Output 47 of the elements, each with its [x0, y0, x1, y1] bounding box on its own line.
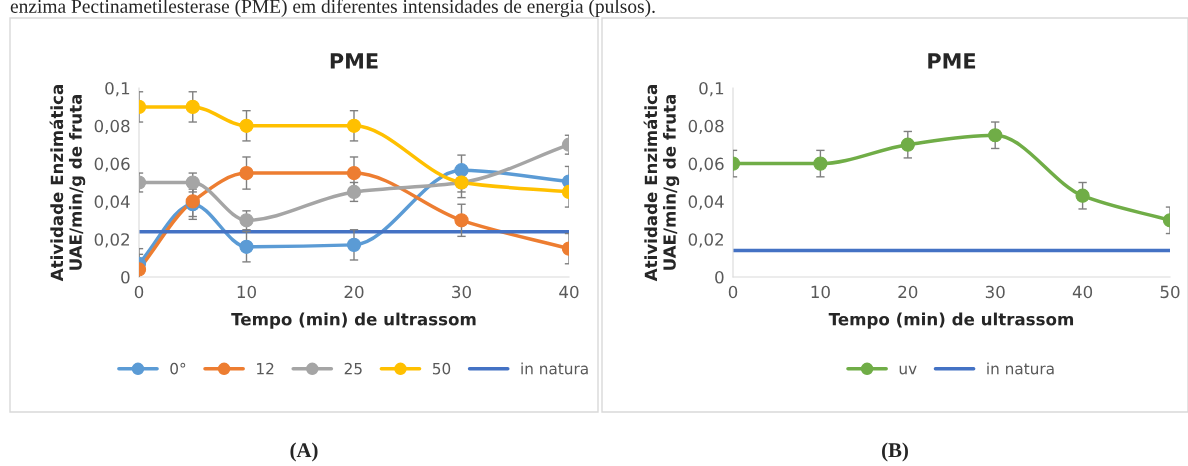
point: [239, 165, 254, 181]
point: [239, 118, 254, 133]
y-tick-label: 0,02: [94, 233, 129, 248]
text: enzima Pectinametilesterase (PME) em diferentes intensidades de energia (pulsos).: [10, 0, 655, 17]
x-tick-label: 0: [134, 285, 144, 299]
x-axis-title: Tempo (min) de ultrassom: [828, 312, 1074, 329]
point: [239, 239, 254, 254]
x-tick-label: 30: [985, 285, 1005, 299]
legend-label: 0°: [170, 362, 186, 375]
x-tick-label: 10: [237, 285, 256, 299]
x-tick-label: 0: [728, 285, 738, 299]
text: (A): [290, 442, 318, 462]
y-tick-label: 0,1: [699, 81, 724, 97]
y-tick-label: 0,02: [688, 233, 723, 248]
x-tick-label: 40: [1072, 285, 1093, 299]
x-tick-label: 10: [811, 285, 830, 299]
y-tick-label: 0,06: [94, 157, 130, 172]
legend-label: 50: [432, 362, 451, 375]
y-tick-label: 0,08: [688, 119, 724, 135]
legend-label: in natura: [521, 362, 588, 375]
chart-title: PME: [928, 53, 976, 69]
y-axis-title: Atividade Enzimática UAE/min/g de fruta: [49, 85, 86, 282]
x-tick-label: 50: [1160, 285, 1180, 299]
legend-label: uv: [899, 365, 917, 375]
y-tick-label: 0: [715, 270, 724, 284]
text: (B): [882, 442, 908, 462]
x-tick-label: 30: [452, 285, 471, 299]
point: [346, 237, 362, 252]
point: [988, 128, 1003, 143]
chart-title: PME: [330, 53, 378, 69]
y-tick-label: 0,08: [94, 119, 130, 135]
x-tick-label: 20: [898, 285, 918, 299]
x-tick-label: 20: [344, 285, 364, 299]
x-tick-label: 40: [559, 285, 579, 299]
legend-label: 25: [344, 362, 362, 375]
y-tick-label: 0,04: [94, 195, 130, 210]
y-axis-title: Atividade Enzimática UAE/min/g de fruta: [643, 85, 680, 282]
y-tick-label: 0: [121, 270, 130, 284]
y-tick-label: 0,04: [688, 195, 724, 210]
y-tick-label: 0,1: [105, 81, 130, 97]
point: [346, 165, 362, 181]
legend-label: 12: [257, 362, 274, 375]
x-axis-title: Tempo (min) de ultrassom: [231, 312, 476, 329]
y-tick-label: 0,06: [688, 157, 724, 172]
legend-label: in natura: [987, 362, 1054, 375]
point: [346, 118, 362, 133]
point: [900, 137, 915, 152]
